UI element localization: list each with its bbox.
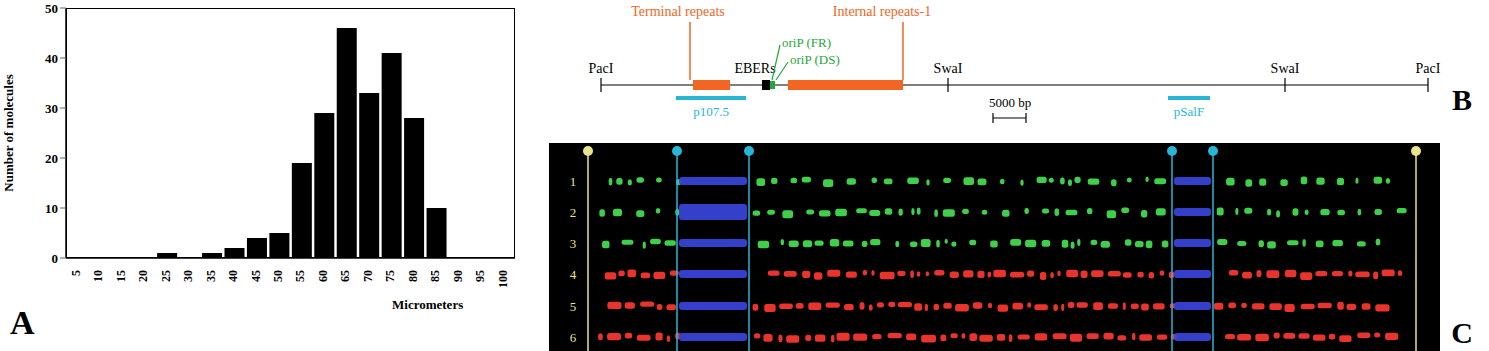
svg-text:20: 20 [45, 151, 58, 166]
svg-text:30: 30 [45, 101, 58, 116]
svg-text:Internal repeats-1: Internal repeats-1 [833, 4, 931, 19]
svg-text:30: 30 [181, 270, 195, 282]
svg-text:5000 bp: 5000 bp [989, 95, 1031, 110]
svg-text:70: 70 [361, 270, 375, 282]
svg-text:10: 10 [91, 270, 105, 282]
svg-text:50: 50 [45, 1, 58, 16]
svg-text:oriP (DS): oriP (DS) [790, 52, 840, 67]
svg-text:6: 6 [570, 330, 577, 345]
svg-text:45: 45 [249, 270, 263, 282]
svg-text:SwaI: SwaI [1271, 61, 1300, 76]
svg-text:C: C [1451, 316, 1473, 349]
svg-text:15: 15 [114, 270, 128, 282]
svg-text:60: 60 [316, 270, 330, 282]
svg-text:oriP (FR): oriP (FR) [782, 35, 831, 50]
svg-text:40: 40 [226, 270, 240, 282]
svg-text:50: 50 [271, 270, 285, 282]
svg-text:10: 10 [45, 201, 58, 216]
svg-text:90: 90 [451, 270, 465, 282]
svg-text:35: 35 [204, 270, 218, 282]
svg-text:B: B [1452, 83, 1472, 116]
svg-text:95: 95 [473, 270, 487, 282]
svg-text:p107.5: p107.5 [693, 104, 729, 119]
svg-text:PacI: PacI [589, 61, 614, 76]
html-text:A: A [10, 304, 35, 341]
svg-text:PacI: PacI [1416, 61, 1441, 76]
svg-text:85: 85 [428, 270, 442, 282]
svg-text:EBERs: EBERs [734, 61, 775, 76]
svg-text:55: 55 [293, 270, 307, 282]
svg-text:2: 2 [570, 205, 577, 220]
svg-text:1: 1 [570, 174, 577, 189]
svg-text:Number of molecules: Number of molecules [8, 74, 16, 191]
svg-text:80: 80 [406, 270, 420, 282]
svg-text:20: 20 [136, 270, 150, 282]
html-text:Micrometers: Micrometers [392, 297, 464, 312]
svg-text:pSalF: pSalF [1174, 104, 1204, 119]
svg-text:25: 25 [159, 270, 173, 282]
svg-text:65: 65 [338, 270, 352, 282]
svg-text:75: 75 [383, 270, 397, 282]
svg-text:5: 5 [570, 299, 577, 314]
svg-text:100: 100 [496, 270, 510, 288]
svg-text:5: 5 [69, 270, 83, 276]
svg-text:Terminal repeats: Terminal repeats [631, 4, 724, 19]
svg-text:3: 3 [570, 236, 577, 251]
svg-text:0: 0 [52, 251, 59, 266]
svg-text:4: 4 [570, 267, 577, 282]
svg-text:SwaI: SwaI [934, 61, 963, 76]
svg-text:40: 40 [45, 51, 58, 66]
